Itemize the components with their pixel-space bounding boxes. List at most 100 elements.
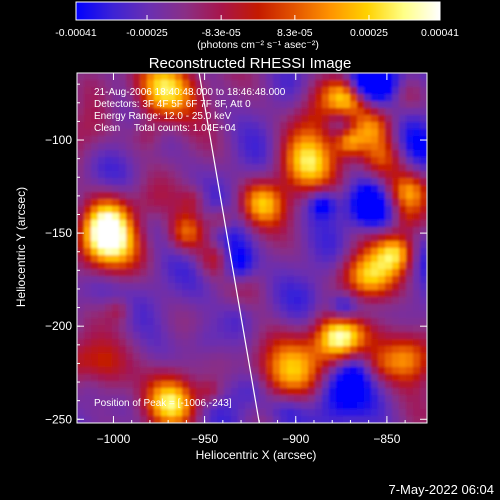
heatmap-cell [280,381,288,389]
heatmap-cell [175,388,183,396]
heatmap-cell [259,136,267,144]
heatmap-cell [238,241,246,249]
heatmap-cell [147,234,155,242]
heatmap-cell [126,255,134,263]
heatmap-cell [189,206,197,214]
heatmap-cell [378,171,386,179]
heatmap-cell [350,304,358,312]
heatmap-cell [203,416,211,423]
heatmap-cell [336,241,344,249]
heatmap-cell [392,269,400,277]
heatmap-cell [189,283,197,291]
heatmap-cell [147,297,155,305]
heatmap-cell [189,192,197,200]
heatmap-cell [224,409,232,417]
heatmap-cell [245,108,253,116]
heatmap-cell [105,108,113,116]
heatmap-cell [350,381,358,389]
heatmap-cell [133,269,141,277]
heatmap-cell [371,248,379,256]
heatmap-cell [294,199,302,207]
heatmap-cell [406,318,414,326]
heatmap-cell [406,248,414,256]
heatmap-cell [77,143,85,151]
heatmap-cell [119,192,127,200]
heatmap-cell [203,122,211,130]
heatmap-cell [252,248,260,256]
heatmap-cell [133,276,141,284]
heatmap-cell [301,346,309,354]
heatmap-cell [280,346,288,354]
heatmap-cell [259,318,267,326]
heatmap-cell [196,262,204,270]
heatmap-cell [154,150,162,158]
heatmap-cell [420,122,427,130]
info-time-range: 21-Aug-2006 18:40:48.000 to 18:46:48.000 [94,87,286,98]
heatmap-cell [140,185,148,193]
heatmap-cell [126,150,134,158]
heatmap-cell [154,185,162,193]
heatmap-cell [399,290,407,298]
heatmap-cell [217,136,225,144]
heatmap-cell [329,297,337,305]
heatmap-cell [91,381,99,389]
heatmap-cell [287,276,295,284]
heatmap-cell [77,94,85,102]
heatmap-cell [91,87,99,95]
heatmap-cell [294,276,302,284]
heatmap-cell [315,416,323,423]
heatmap-cell [413,402,421,410]
heatmap-cell [238,192,246,200]
heatmap-cell [91,311,99,319]
heatmap-cell [154,276,162,284]
heatmap-cell [133,192,141,200]
heatmap-cell [364,199,372,207]
heatmap-cell [301,367,309,375]
heatmap-cell [350,73,358,81]
heatmap-cell [224,346,232,354]
heatmap-cell [168,276,176,284]
heatmap-cell [168,227,176,235]
heatmap-cell [189,318,197,326]
heatmap-cell [378,297,386,305]
heatmap-cell [182,374,190,382]
heatmap-cell [224,276,232,284]
heatmap-cell [175,346,183,354]
heatmap-cell [126,73,134,81]
heatmap-cell [161,178,169,186]
heatmap-cell [357,402,365,410]
heatmap-cell [231,136,239,144]
heatmap-cell [105,339,113,347]
heatmap-cell [406,304,414,312]
heatmap-cell [420,255,427,263]
heatmap-cell [315,80,323,88]
heatmap-cell [161,339,169,347]
heatmap-cell [196,129,204,137]
heatmap-cell [91,374,99,382]
heatmap-cell [196,178,204,186]
heatmap-cell [413,304,421,312]
heatmap-cell [252,192,260,200]
heatmap-cell [84,122,92,130]
heatmap-cell [336,255,344,263]
heatmap-cell [294,360,302,368]
heatmap-cell [203,129,211,137]
heatmap-cell [378,87,386,95]
heatmap-cell [322,122,330,130]
heatmap-cell [154,283,162,291]
heatmap-cell [182,94,190,102]
heatmap-cell [140,143,148,151]
heatmap-cell [98,129,106,137]
heatmap-cell [315,346,323,354]
heatmap-cell [210,171,218,179]
heatmap-cell [385,416,393,423]
heatmap-cell [301,80,309,88]
heatmap-cell [161,297,169,305]
heatmap-cell [133,409,141,417]
heatmap-cell [266,339,274,347]
heatmap-cell [322,332,330,340]
heatmap-cell [77,332,85,340]
heatmap-cell [112,346,120,354]
heatmap-cell [140,122,148,130]
